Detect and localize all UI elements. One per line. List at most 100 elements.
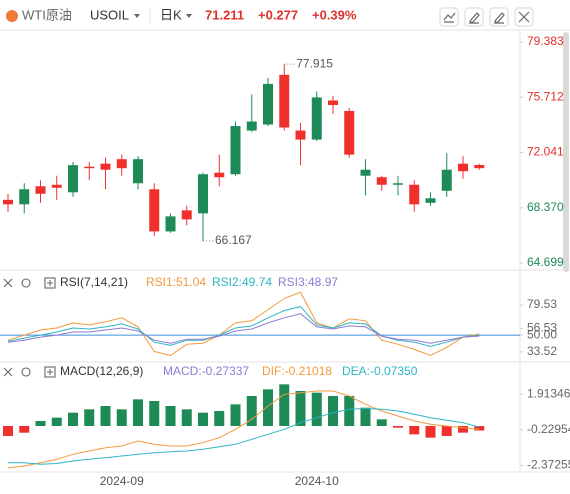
macd-bar — [279, 384, 290, 426]
close-icon[interactable] — [3, 367, 13, 377]
macd-bar — [165, 406, 176, 426]
y-tick-label: 79.53 — [527, 297, 557, 311]
dropdown-icon[interactable] — [186, 14, 192, 18]
rsi-controls — [3, 277, 56, 289]
dropdown-icon[interactable] — [134, 14, 140, 18]
indicator-line — [8, 407, 480, 465]
macd-bar — [393, 426, 403, 428]
legend-entry: RSI2:49.74 — [212, 275, 272, 289]
tool-button[interactable] — [439, 7, 459, 27]
legend-entry: DEA:-0.07350 — [342, 364, 418, 378]
macd-bar — [441, 426, 452, 436]
y-tick-label: 79.383 — [527, 34, 564, 48]
low-label: 66.167 — [215, 233, 252, 247]
tool-icon — [469, 12, 480, 24]
tool-icon — [443, 12, 456, 23]
candle-body — [165, 216, 176, 232]
high-label: 77.915 — [296, 56, 333, 70]
legend-entry: MACD:-0.27337 — [163, 364, 249, 378]
close-icon[interactable] — [3, 278, 13, 288]
y-tick-label: 56.53 — [527, 321, 557, 335]
macd-bar — [19, 426, 30, 433]
tool-button[interactable] — [489, 7, 509, 27]
macd-bar — [474, 426, 485, 431]
x-tick-label: 2024-09 — [100, 474, 144, 488]
symbol-code[interactable]: USOIL — [90, 7, 129, 22]
candle-body — [35, 186, 46, 194]
macd-bar — [3, 426, 13, 436]
candle-body — [295, 130, 306, 140]
indicator-line — [7, 313, 480, 344]
candle-body — [84, 166, 95, 169]
candle-body — [458, 163, 468, 172]
macd-bar — [376, 419, 387, 426]
candle-body — [263, 83, 273, 125]
candle-body — [425, 198, 436, 203]
macd-bar — [458, 426, 468, 433]
candle-body — [149, 189, 160, 232]
macd-bar — [409, 426, 420, 435]
y-tick-label: 1.91346 — [527, 386, 570, 400]
settings-icon[interactable] — [21, 367, 31, 377]
candle-body — [344, 110, 355, 155]
candle-body — [230, 126, 241, 175]
tool-icon — [518, 11, 530, 23]
candle-body — [3, 199, 13, 205]
macd-bar — [214, 411, 225, 426]
macd-bar — [181, 409, 192, 426]
candle-body — [246, 121, 257, 131]
candle-body — [279, 74, 290, 128]
tool-button[interactable] — [464, 7, 484, 27]
macd-bar — [263, 389, 273, 426]
settings-icon[interactable] — [21, 278, 31, 288]
tool-button[interactable] — [514, 7, 534, 27]
candle-body — [116, 159, 127, 169]
candle-body — [328, 100, 338, 105]
scrollbar[interactable] — [563, 32, 569, 272]
toolbar — [439, 7, 534, 27]
macd-bar — [311, 392, 322, 426]
macd-bar — [133, 399, 143, 426]
candle-body — [100, 163, 111, 170]
macd-bar — [100, 406, 111, 426]
y-tick-label: 33.52 — [527, 344, 557, 358]
legend-entry: DIF:-0.21018 — [262, 364, 332, 378]
candle-body — [181, 210, 192, 220]
y-tick-label: -0.22954 — [527, 422, 570, 436]
candle-body — [51, 184, 62, 188]
macd-bar — [360, 407, 371, 426]
macd-bar — [35, 421, 46, 426]
candle-body — [133, 159, 143, 184]
x-tick-label: 2024-10 — [295, 474, 339, 488]
y-tick-label: 75.712 — [527, 89, 564, 103]
candle-body — [19, 189, 30, 205]
macd-bar — [198, 412, 208, 426]
candle-body — [376, 177, 387, 185]
y-tick-label: 64.699 — [527, 255, 564, 269]
symbol-name: WTI原油 — [22, 7, 72, 22]
price-change-pct: +0.39% — [312, 7, 357, 22]
expand-icon[interactable] — [44, 277, 56, 289]
indicator-line — [7, 390, 480, 469]
indicator-line — [7, 306, 480, 347]
candle-body — [441, 169, 452, 191]
last-price: 71.211 — [205, 7, 244, 22]
macd-bar — [84, 409, 95, 426]
candle-body — [360, 169, 371, 176]
y-tick-label: 50.00 — [527, 327, 557, 341]
price-change: +0.277 — [258, 7, 298, 22]
expand-icon[interactable] — [44, 366, 56, 378]
symbol-icon — [6, 10, 18, 22]
candle-body — [68, 165, 78, 193]
macd-bar — [425, 426, 436, 438]
period[interactable]: 日K — [160, 7, 182, 22]
indicator-line — [7, 291, 480, 357]
indicator-title: RSI(7,14,21) — [60, 275, 128, 289]
indicator-title: MACD(12,26,9) — [60, 364, 143, 378]
candle-body — [214, 172, 225, 178]
y-tick-label: 68.370 — [527, 200, 564, 214]
candle-body — [311, 97, 322, 140]
y-tick-label: 72.041 — [527, 145, 564, 159]
macd-bar — [328, 396, 338, 426]
